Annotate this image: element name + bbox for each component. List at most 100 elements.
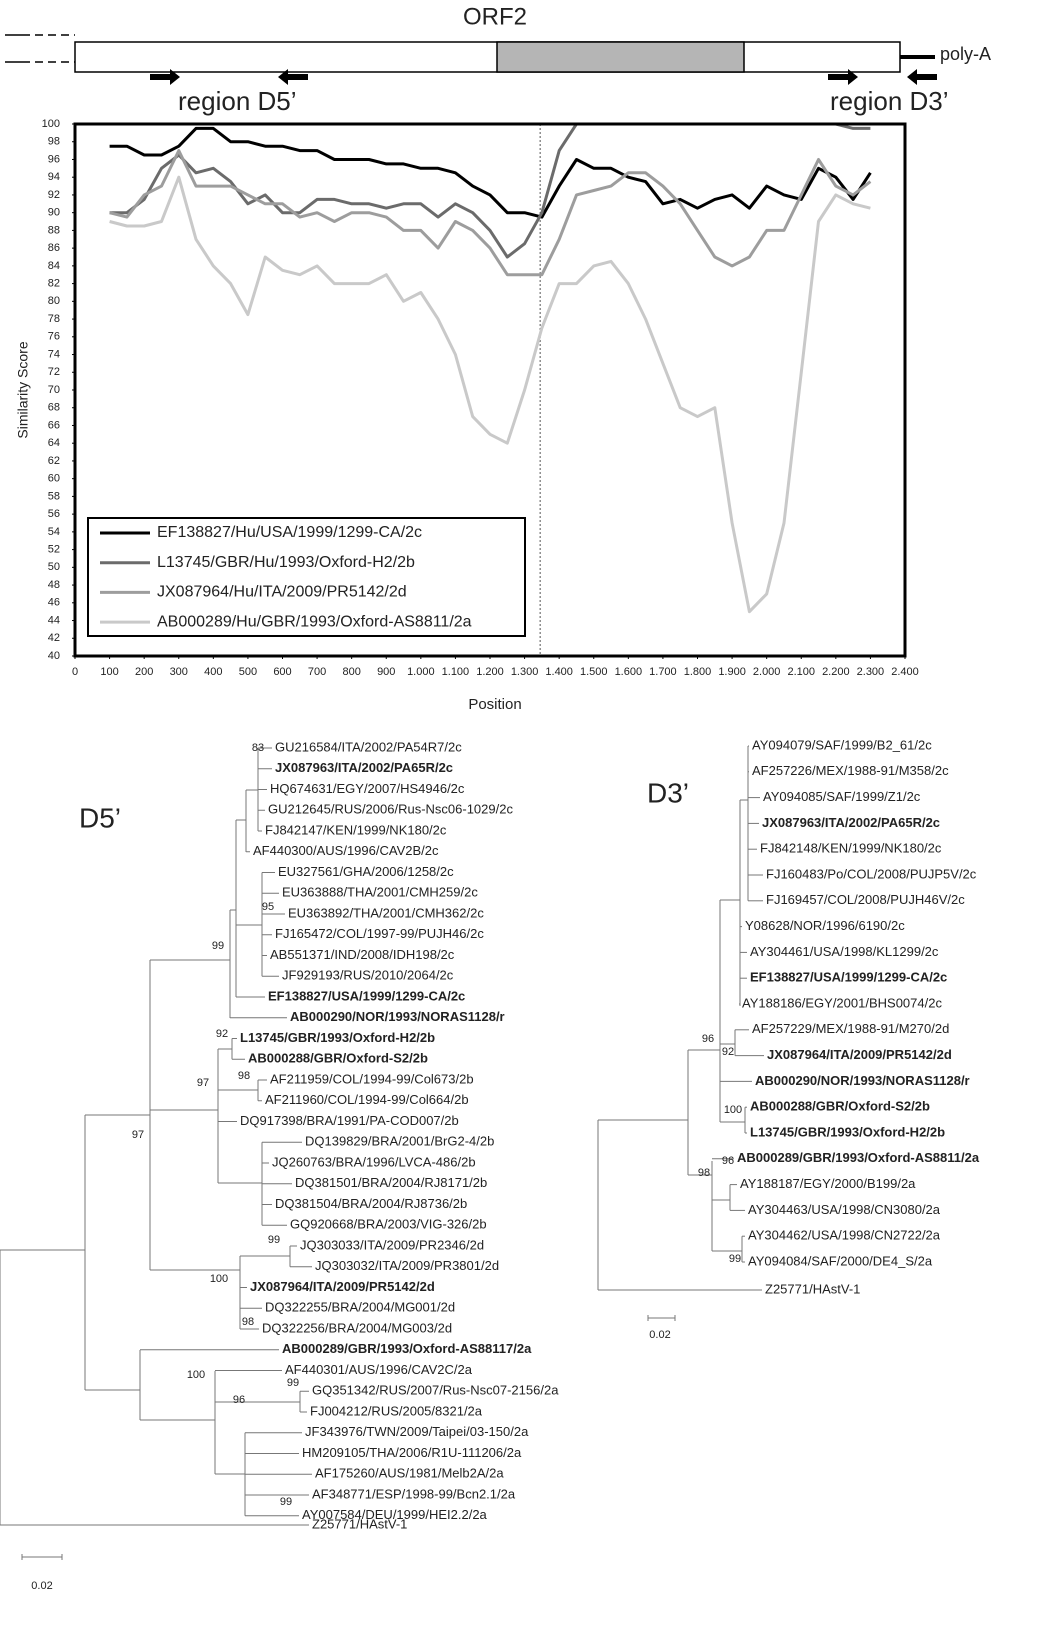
bootstrap-value: 100 (724, 1104, 742, 1116)
y-tick-label: 64 (48, 437, 60, 449)
leaf-label: DQ322255/BRA/2004/MG001/2d (265, 1300, 455, 1315)
leaf-label: AB551371/IND/2008/IDH198/2c (270, 947, 455, 962)
x-tick-label: 1.800 (684, 666, 712, 678)
scale-label: 0.02 (31, 1580, 52, 1592)
leaf-label: JX087964/ITA/2009/PR5142/2d (767, 1047, 952, 1062)
leaf-label: FJ004212/RUS/2005/8321/2a (310, 1403, 483, 1418)
leaf-label: AY188186/EGY/2001/BHS0074/2c (742, 995, 942, 1010)
leaf-label: EU363892/THA/2001/CMH362/2c (288, 905, 484, 920)
plot-frame (73, 122, 907, 658)
bootstrap-value: 96 (233, 1394, 245, 1406)
y-tick-label: 76 (48, 331, 60, 343)
primer-arrow (150, 69, 180, 85)
leaf-label: JQ303033/ITA/2009/PR2346/2d (300, 1237, 484, 1252)
bootstrap-value: 96 (722, 1155, 734, 1167)
leaf-label: HQ674631/EGY/2007/HS4946/2c (270, 781, 465, 796)
bootstrap-value: 100 (210, 1273, 228, 1285)
y-tick-label: 44 (48, 614, 60, 626)
leaf-label: JQ260763/BRA/1996/LVCA-486/2b (272, 1154, 476, 1169)
x-tick-label: 1.900 (718, 666, 746, 678)
tree-title: D3’ (647, 777, 689, 808)
leaf-label: FJ842147/KEN/1999/NK180/2c (265, 822, 447, 837)
y-tick-label: 66 (48, 419, 60, 431)
series-line (109, 149, 872, 277)
primer-arrow (828, 69, 858, 85)
bootstrap-value: 100 (187, 1369, 205, 1381)
x-tick-label: 1.400 (545, 666, 573, 678)
leaf-label: AF440300/AUS/1996/CAV2B/2c (253, 843, 439, 858)
x-tick-label: 300 (170, 666, 188, 678)
bootstrap-value: 92 (216, 1028, 228, 1040)
x-tick-label: 2.000 (753, 666, 781, 678)
leaf-label: AY304462/USA/1998/CN2722/2a (748, 1228, 941, 1243)
bootstrap-value: 98 (698, 1167, 710, 1179)
x-axis-label: Position (468, 696, 521, 713)
bootstrap-value: 99 (280, 1496, 292, 1508)
region-label: region D3’ (830, 86, 949, 116)
leaf-label: HM209105/THA/2006/R1U-111206/2a (302, 1445, 522, 1460)
bootstrap-value: 96 (702, 1033, 714, 1045)
y-tick-label: 98 (48, 136, 60, 148)
x-tick-label: 200 (135, 666, 153, 678)
leaf-label: AF175260/AUS/1981/Melb2A/2a (315, 1466, 504, 1481)
y-tick-label: 62 (48, 455, 60, 467)
x-tick-label: 100 (100, 666, 118, 678)
leaf-label: JF343976/TWN/2009/Taipei/03-150/2a (305, 1424, 529, 1439)
leaf-label: AB000289/GBR/1993/Oxford-AS88117/2a (282, 1341, 532, 1356)
leaf-label: DQ139829/BRA/2001/BrG2-4/2b (305, 1134, 494, 1149)
leaf-label: AY094085/SAF/1999/Z1/2c (763, 789, 921, 804)
leaf-label: L13745/GBR/1993/Oxford-H2/2b (240, 1030, 435, 1045)
y-tick-label: 50 (48, 561, 60, 573)
bootstrap-value: 97 (197, 1077, 209, 1089)
series-line (109, 122, 871, 259)
leaf-label: DQ381504/BRA/2004/RJ8736/2b (275, 1196, 467, 1211)
leaf-label: AB000288/GBR/Oxford-S2/2b (750, 1099, 930, 1114)
y-tick-label: 88 (48, 224, 60, 236)
x-tick-label: 1.700 (649, 666, 677, 678)
x-tick-label: 1.600 (615, 666, 643, 678)
bootstrap-value: 83 (252, 742, 264, 754)
y-tick-label: 74 (48, 348, 60, 360)
bootstrap-value: 99 (287, 1377, 299, 1389)
legend-label: L13745/GBR/Hu/1993/Oxford-H2/2b (157, 554, 415, 571)
y-tick-label: 96 (48, 153, 60, 165)
y-tick-label: 94 (48, 171, 60, 183)
genome-map: ORF2 poly-A region D5’ region D3’ (5, 3, 991, 116)
x-tick-label: 1.300 (511, 666, 539, 678)
orf2-box (74, 41, 901, 73)
y-tick-label: 80 (48, 295, 60, 307)
bootstrap-value: 99 (212, 940, 224, 952)
map-title: ORF2 (463, 3, 527, 30)
leaf-label: AF257226/MEX/1988-91/M358/2c (752, 763, 949, 778)
legend-box (87, 517, 526, 637)
series-line (109, 126, 872, 219)
bootstrap-value: 92 (722, 1046, 734, 1058)
y-tick-label: 84 (48, 260, 60, 272)
x-tick-label: 1.000 (407, 666, 435, 678)
bootstrap-value: 99 (729, 1253, 741, 1265)
legend-label: JX087964/Hu/ITA/2009/PR5142/2d (157, 584, 407, 601)
x-tick-label: 2.400 (891, 666, 919, 678)
leaf-label: DQ322256/BRA/2004/MG003/2d (262, 1320, 452, 1335)
y-tick-label: 42 (48, 632, 60, 644)
y-tick-label: 60 (48, 473, 60, 485)
leaf-label: GQ920668/BRA/2003/VIG-326/2b (290, 1217, 487, 1232)
leaf-label: Z25771/HAstV-1 (312, 1516, 407, 1531)
y-tick-label: 86 (48, 242, 60, 254)
x-tick-label: 400 (204, 666, 222, 678)
y-tick-label: 56 (48, 508, 60, 520)
primer-arrow (907, 69, 937, 85)
y-tick-label: 46 (48, 597, 60, 609)
x-tick-label: 500 (239, 666, 257, 678)
leaf-label: GU216584/ITA/2002/PA54R7/2c (275, 739, 462, 754)
leaf-label: AB000288/GBR/Oxford-S2/2b (248, 1051, 428, 1066)
leaf-label: GU212645/RUS/2006/Rus-Nsc06-1029/2c (268, 802, 513, 817)
x-tick-label: 1.200 (476, 666, 504, 678)
leaf-label: AY007584/DEU/1999/HEI2.2/2a (302, 1507, 488, 1522)
scale-label: 0.02 (649, 1329, 670, 1341)
leaf-label: AF211959/COL/1994-99/Col673/2b (270, 1071, 474, 1086)
series-line (109, 175, 871, 614)
leaf-label: AB000290/NOR/1993/NORAS1128/r (290, 1009, 505, 1024)
leaf-label: AY304461/USA/1998/KL1299/2c (750, 944, 939, 959)
